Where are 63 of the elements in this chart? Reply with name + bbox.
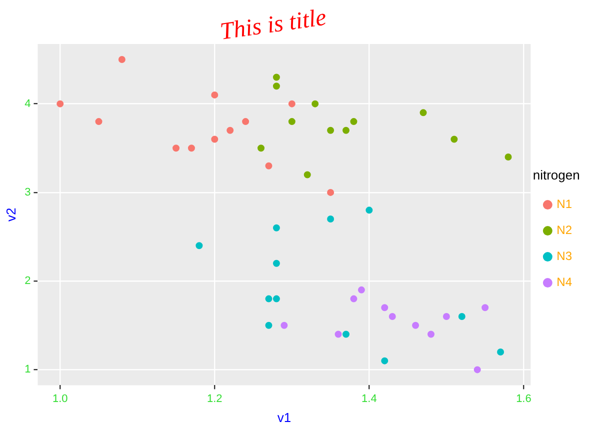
legend-label: N3 — [556, 249, 572, 264]
point — [56, 100, 64, 108]
point — [334, 330, 342, 338]
x-tick-label: 1.2 — [207, 392, 222, 405]
point — [211, 91, 218, 98]
point — [304, 171, 311, 178]
point — [95, 118, 102, 126]
point — [272, 74, 280, 81]
y-tick-label: 4 — [24, 98, 31, 110]
point — [388, 313, 396, 320]
point — [420, 109, 427, 116]
point — [272, 260, 280, 267]
point — [482, 304, 489, 312]
point — [358, 286, 365, 294]
point — [265, 295, 272, 302]
point — [450, 136, 458, 143]
point — [118, 56, 126, 64]
point — [474, 366, 481, 374]
point — [211, 136, 218, 143]
point — [366, 206, 373, 214]
point — [172, 144, 180, 152]
point — [350, 118, 358, 126]
point — [412, 322, 420, 329]
point — [265, 322, 272, 329]
point — [327, 126, 334, 134]
point — [504, 153, 512, 160]
x-tick-label: 1.6 — [516, 392, 532, 405]
legend-label: N1 — [556, 197, 572, 212]
point — [442, 313, 450, 320]
point — [242, 118, 250, 126]
chart-title: This is title — [218, 4, 328, 46]
point — [196, 242, 203, 250]
y-axis-title: v2 — [3, 208, 18, 222]
point — [272, 224, 280, 232]
point — [327, 216, 334, 223]
point — [381, 304, 388, 312]
point — [272, 82, 280, 90]
point — [188, 144, 195, 152]
point — [381, 357, 388, 364]
legend-label: N4 — [556, 275, 572, 290]
point — [280, 322, 288, 329]
x-tick-label: 1.4 — [362, 392, 377, 405]
point — [458, 313, 466, 320]
x-tick-label: 1.0 — [52, 392, 68, 405]
point — [288, 100, 296, 108]
point — [327, 188, 334, 196]
x-axis-title: v1 — [277, 410, 292, 425]
point — [342, 330, 350, 338]
legend-label: N2 — [556, 223, 572, 238]
point — [350, 295, 358, 302]
point — [342, 126, 350, 134]
y-tick-label: 2 — [24, 275, 31, 288]
y-tick-label: 3 — [24, 186, 31, 198]
point — [312, 100, 319, 108]
point — [226, 126, 234, 134]
point — [497, 348, 504, 356]
y-tick-label: 1 — [24, 364, 31, 376]
point — [427, 330, 434, 338]
legend-title: nitrogen — [532, 167, 580, 182]
point — [258, 144, 265, 152]
point — [288, 118, 296, 126]
point — [272, 295, 280, 302]
point — [265, 162, 272, 170]
